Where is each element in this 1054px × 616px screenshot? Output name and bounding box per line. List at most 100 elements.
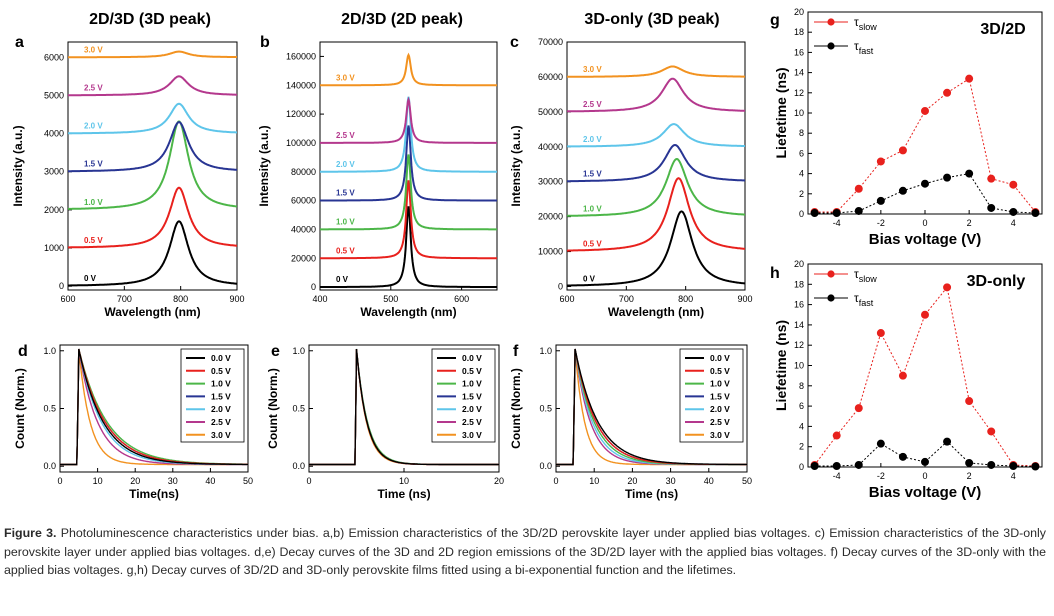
legend-label: 1.5 V [462,391,482,401]
x-axis-label: Bias voltage (V) [869,484,982,501]
series-label: 1.5 V [84,160,103,169]
x-tick-label: 0 [57,476,62,486]
y-axis-label: Intensity (a.u.) [257,125,271,206]
lifetime-point [854,404,863,413]
series-line-15V [320,125,497,202]
legend-label: 2.0 V [710,404,730,414]
lifetime-point [832,461,841,470]
y-tick-label: 4000 [44,129,64,139]
y-tick-label: 0.5 [539,404,552,414]
x-axis-label: Wavelength (nm) [608,305,704,319]
lifetime-point [832,208,841,217]
y-axis-label: Liefetime (ns) [773,67,789,158]
y-tick-label: 50000 [538,107,563,117]
x-tick-label: 900 [229,294,244,304]
legend-label: 2.0 V [211,404,231,414]
panel-a: a 2D/3D (3D peak) 600 700 800 900 0 1000 2000 300… [11,11,245,319]
x-axis-label: Wavelength (nm) [104,305,200,319]
series-label: 0 V [336,275,349,284]
y-axis-label: Count (Norm.) [266,368,280,449]
caption-label: Figure 3. [4,526,57,540]
legend-label: 1.0 V [462,379,482,389]
series-line-30V [68,50,237,59]
y-tick-label: 8 [799,128,804,138]
panel-label: a [15,34,24,51]
lifetime-point [921,457,930,466]
y-tick-label: 80000 [291,167,316,177]
x-tick-label: 4 [1011,218,1016,228]
legend-label: 1.0 V [710,379,730,389]
lifetime-point [943,88,952,97]
legend: 0.0 V 0.5 V 1.0 V 1.5 V 2.0 V 2.5 V 3.0 V [679,348,744,443]
x-tick-label: 4 [1011,471,1016,481]
y-tick-label: 0.5 [43,404,56,414]
panel-g: g 3D/2D -4 -2 0 2 4 0 2 4 6 8 10 12 14 16 18 20 Bias volta… [770,7,1043,248]
y-tick-label: 12 [794,88,804,98]
legend-label: τfast [854,291,874,308]
panel-label: c [510,34,519,51]
x-tick-label: 20 [494,476,504,486]
y-axis-label: Count (Norm.) [509,368,523,449]
lifetime-point [898,146,907,155]
lifetime-point [810,208,819,217]
panel-title: 3D-only (3D peak) [584,11,719,28]
panel-title: 2D/3D (3D peak) [89,11,211,28]
legend-label: 2.5 V [211,417,231,427]
lifetime-point [1009,207,1018,216]
y-tick-label: 30000 [538,177,563,187]
lifetime-point [987,427,996,436]
panel-label: b [260,34,270,51]
panel-b: b 2D/3D (2D peak) 400 500 600 0 20000 40000 6000… [257,11,498,319]
legend-label: 1.5 V [710,391,730,401]
caption-text: Photoluminescence characteristics under … [4,526,1046,577]
x-tick-label: 700 [619,294,634,304]
y-axis-label: Intensity (a.u.) [509,125,523,206]
lifetime-line [814,286,1036,467]
series-label: 1.0 V [583,205,602,214]
x-tick-label: -4 [833,471,841,481]
x-tick-label: 20 [627,476,637,486]
y-tick-label: 100000 [286,138,316,148]
x-tick-label: 800 [678,294,693,304]
series-label: 0 V [84,274,97,283]
lifetime-point [965,169,974,178]
legend-label: τfast [854,39,874,56]
x-tick-label: 600 [559,294,574,304]
series-line-0V [567,210,745,287]
series-label: 3.0 V [84,45,103,54]
y-tick-label: 16 [794,47,804,57]
series-line-15V [567,143,745,183]
lifetime-point [1009,461,1018,470]
x-tick-label: 400 [312,294,327,304]
figure-3: a2D/3D (3D peak)600 700 800 900010002000300… [11,7,1043,501]
y-tick-label: 16 [794,300,804,310]
y-tick-label: 6 [799,401,804,411]
lifetime-point [876,196,885,205]
lifetime-point [854,184,863,193]
series-line-25V [68,75,237,97]
x-tick-label: 10 [589,476,599,486]
series-label: 2.0 V [84,122,103,131]
y-axis-label: Count (Norm.) [13,368,27,449]
y-tick-label: 70000 [538,37,563,47]
x-axis-label: Time(ns) [129,487,179,501]
legend-label: 2.5 V [710,417,730,427]
series-label: 0.5 V [336,246,355,255]
series-line-05V [320,180,497,260]
y-tick-label: 20 [794,7,804,17]
legend-label: 2.0 V [462,404,482,414]
legend-label: 3.0 V [462,430,482,440]
y-tick-label: 60000 [291,196,316,206]
series-label: 0.5 V [583,240,602,249]
legend-marker [827,270,835,278]
lifetime-point [898,452,907,461]
y-tick-label: 10 [794,361,804,371]
panel-title: 2D/3D (2D peak) [341,11,463,28]
series-label: 1.5 V [583,170,602,179]
legend-label: τslow [854,15,877,32]
legend-label: 3.0 V [211,430,231,440]
y-tick-label: 5000 [44,90,64,100]
y-tick-label: 6000 [44,52,64,62]
x-tick-label: 0 [922,471,927,481]
series-label: 2.0 V [583,135,602,144]
